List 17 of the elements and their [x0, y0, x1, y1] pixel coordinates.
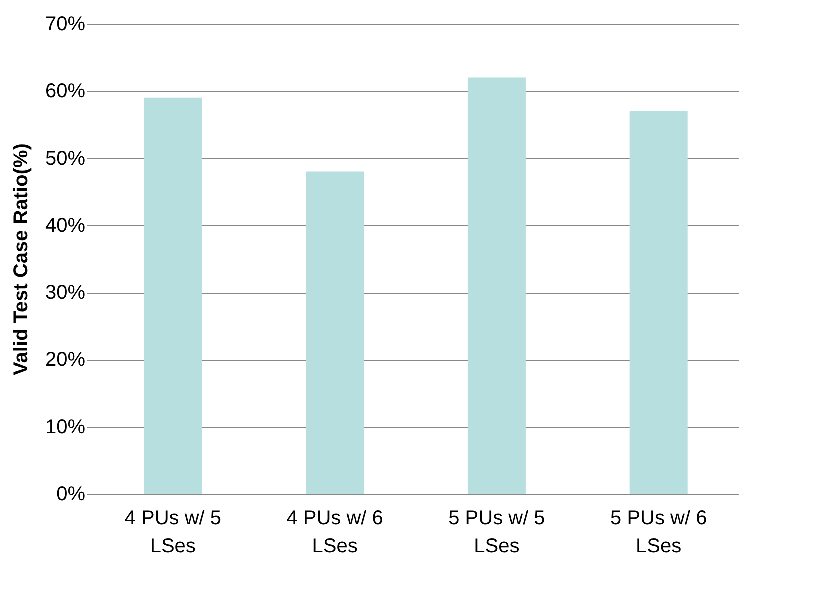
bar [630, 111, 688, 494]
bar [144, 98, 202, 494]
x-tick-label: 5 PUs w/ 6 LSes [610, 508, 708, 558]
y-tick-label: 30% [45, 282, 86, 304]
y-tick-label: 70% [45, 14, 86, 36]
bar [468, 78, 526, 494]
y-tick-label: 20% [45, 349, 86, 372]
y-tick-label: 50% [45, 148, 86, 170]
x-tick-label: 4 PUs w/ 6 LSes [286, 508, 384, 558]
y-tick-label: 60% [45, 80, 86, 103]
x-tick-label: 4 PUs w/ 5 LSes [124, 508, 222, 558]
x-tick-label: 5 PUs w/ 5 LSes [448, 508, 546, 558]
y-tick-label: 0% [56, 484, 86, 506]
y-axis-title: Valid Test Case Ratio(%) [10, 144, 32, 376]
y-tick-label: 10% [45, 416, 86, 438]
y-tick-label: 40% [45, 214, 86, 237]
bar [306, 172, 364, 494]
